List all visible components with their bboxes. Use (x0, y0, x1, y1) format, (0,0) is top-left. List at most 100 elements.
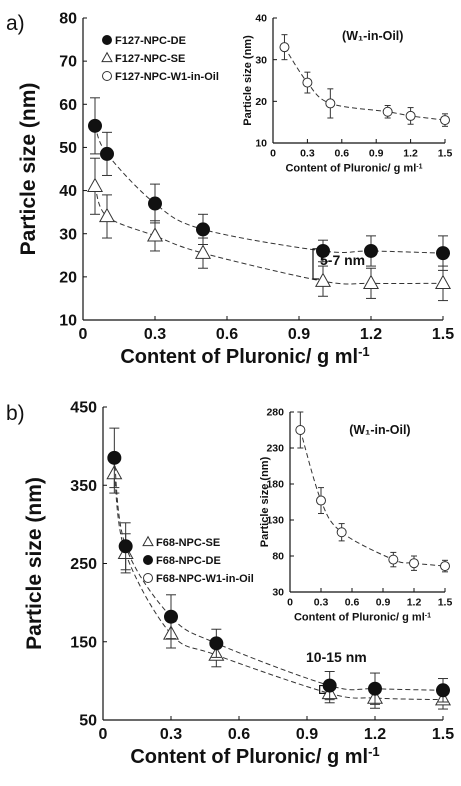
main-x-axis-label: Content of Pluronic/ g ml-1 (130, 744, 379, 769)
legend-label: F68-NPC-SE (156, 537, 220, 549)
main-y-tick-label: 70 (59, 54, 77, 71)
main-x-tick-label: 1.2 (360, 326, 382, 343)
inset-data-point (325, 98, 336, 109)
inset-data-point (388, 554, 399, 565)
inset-data-point (382, 106, 393, 117)
legend-marker (143, 555, 153, 565)
main-data-point (436, 246, 450, 261)
main-data-point (146, 227, 164, 242)
main-y-tick-label: 150 (70, 634, 97, 651)
inset-title: (W₁-in-Oil) (349, 423, 410, 437)
inset-data-point (405, 110, 416, 121)
main-x-tick-label: 0.9 (288, 326, 310, 343)
inset-x-tick-label: 0.6 (345, 597, 360, 609)
inset-y-tick-label: 180 (266, 479, 284, 491)
inset-y-tick-label: 230 (266, 443, 284, 455)
legend-label: F68-NPC-DE (156, 555, 221, 567)
main-y-tick-label: 250 (70, 556, 97, 573)
inset-data-point (440, 115, 450, 126)
inset-x-tick-label: 0 (287, 597, 293, 609)
main-y-tick-label: 450 (70, 400, 97, 417)
main-data-point (118, 539, 133, 554)
inset-x-axis-label: Content of Pluronic/ g ml-1 (294, 612, 431, 624)
main-data-point (148, 196, 162, 211)
main-data-point (98, 207, 116, 223)
inset-data-point (409, 558, 419, 569)
panel-a: a) 0 0.3 0.6 0.9 1.2 1.5 10 20 30 40 50 60 70 80 Conten… (6, 11, 454, 368)
legend-label: F127-NPC-W1-in-Oil (115, 71, 219, 83)
difference-annotation: 5-7 nm (320, 252, 365, 268)
inset-y-tick-label: 130 (266, 515, 284, 527)
main-data-point (107, 450, 122, 465)
inset-y-axis-label: Particle size (nm) (259, 456, 271, 547)
main-x-axis-label: Content of Pluronic/ g ml-1 (120, 344, 369, 369)
inset-data-point (279, 42, 290, 53)
main-data-point (364, 243, 378, 258)
main-data-point (362, 274, 380, 290)
main-x-tick-label: 1.5 (432, 726, 454, 743)
inset-data-point (316, 495, 326, 506)
main-data-point (314, 272, 332, 287)
legend-marker (143, 573, 153, 583)
inset-title: (W₁-in-Oil) (342, 29, 403, 43)
inset-x-axis-label: Content of Pluronic/ g ml-1 (285, 163, 422, 175)
main-data-point (86, 177, 104, 192)
panel-label: b) (6, 402, 25, 425)
main-data-point (209, 636, 224, 651)
inset-x-tick-label: 0.9 (376, 597, 391, 609)
inset-chart: 0 0.3 0.6 0.9 1.2 1.5 10 20 30 40 Content of Pluro… (242, 13, 452, 175)
legend-marker (102, 71, 112, 81)
main-y-tick-label: 50 (79, 713, 97, 730)
main-data-point (434, 274, 452, 290)
main-fit-curve (94, 125, 444, 254)
main-fit-curve (94, 186, 444, 285)
main-data-point (368, 681, 382, 696)
inset-y-tick-label: 280 (266, 407, 284, 419)
legend-label: F68-NPC-W1-in-Oil (156, 573, 254, 585)
inset-x-tick-label: 1.2 (403, 148, 418, 160)
inset-data-point (336, 527, 347, 538)
legend-marker (142, 535, 154, 547)
inset-x-tick-label: 1.5 (438, 597, 453, 609)
main-y-tick-label: 40 (59, 183, 77, 200)
main-x-tick-label: 0.9 (296, 726, 318, 743)
inset-y-tick-label: 10 (255, 138, 267, 150)
main-x-tick-label: 0.6 (228, 726, 250, 743)
main-y-tick-label: 50 (59, 140, 77, 157)
main-y-tick-label: 60 (59, 97, 77, 114)
main-data-point (196, 222, 210, 237)
main-x-tick-label: 0.6 (216, 326, 238, 343)
inset-y-axis-label: Particle size (nm) (242, 35, 254, 126)
difference-bracket (312, 248, 319, 280)
inset-x-tick-label: 1.2 (407, 597, 422, 609)
main-data-point (88, 118, 102, 133)
main-x-tick-label: 0.3 (144, 326, 166, 343)
inset-data-point (295, 425, 306, 435)
inset-y-tick-label: 30 (255, 54, 267, 66)
inset-y-tick-label: 80 (272, 551, 284, 563)
difference-annotation: 10-15 nm (306, 649, 367, 665)
main-data-point (100, 146, 114, 161)
inset-chart: 0 0.3 0.6 0.9 1.2 1.5 30 80 130 180 230 280 Content … (259, 407, 452, 624)
main-y-axis-label: Particle size (nm) (17, 83, 40, 256)
panel-label: a) (6, 12, 25, 35)
legend-marker (102, 35, 112, 45)
main-data-point (194, 244, 212, 259)
main-x-tick-label: 1.2 (364, 726, 386, 743)
main-data-point (436, 683, 450, 698)
main-y-tick-label: 350 (70, 478, 97, 495)
inset-x-tick-label: 0.3 (314, 597, 329, 609)
main-x-tick-label: 0.3 (160, 726, 182, 743)
main-x-tick-label: 0 (79, 326, 88, 343)
legend-marker (101, 51, 113, 63)
difference-bracket (319, 684, 326, 694)
inset-x-tick-label: 0 (270, 148, 276, 160)
main-y-tick-label: 80 (59, 11, 77, 28)
main-x-tick-label: 1.5 (432, 326, 454, 343)
inset-x-tick-label: 0.9 (369, 148, 384, 160)
main-y-tick-label: 10 (59, 313, 77, 330)
legend-label: F127-NPC-SE (115, 53, 185, 65)
inset-y-tick-label: 20 (255, 96, 267, 108)
panel-b: b) 0 0.3 0.6 0.9 1.2 1.5 50 150 250 350 450 Content … (6, 400, 454, 768)
